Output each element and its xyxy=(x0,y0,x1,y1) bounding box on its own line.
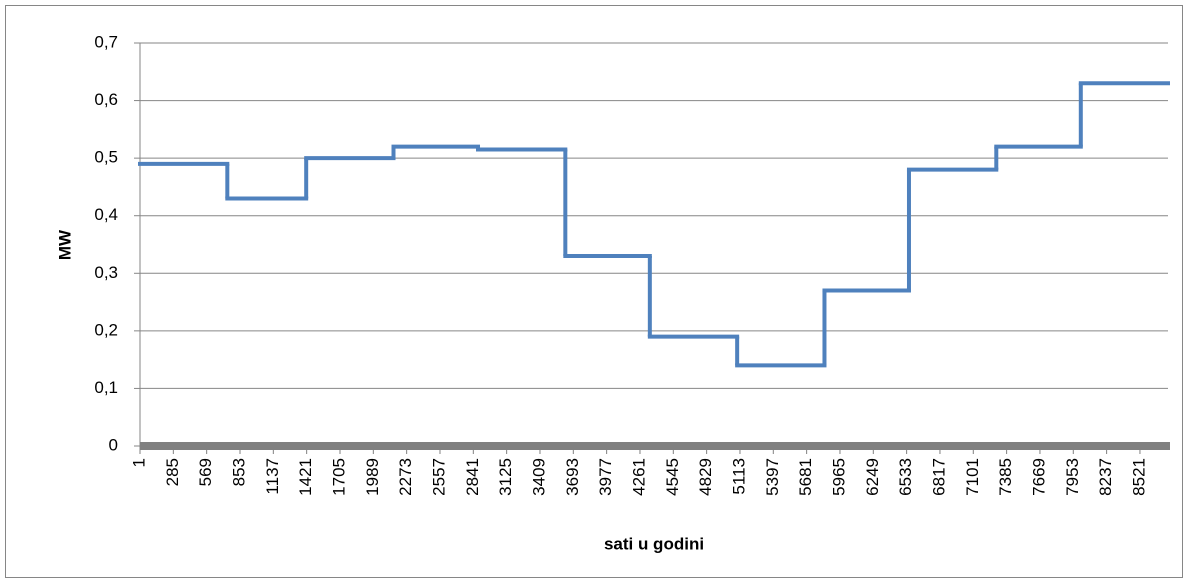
x-tick-label: 4545 xyxy=(663,458,682,496)
x-tick-label: 853 xyxy=(229,458,248,486)
x-tick-label: 2557 xyxy=(429,458,448,496)
y-axis-title: MW xyxy=(55,229,74,260)
x-tick-label: 5681 xyxy=(796,458,815,496)
x-tick-label: 1421 xyxy=(296,458,315,496)
x-tick-label: 5965 xyxy=(829,458,848,496)
x-axis-title: sati u godini xyxy=(604,534,704,553)
x-tick-label: 8237 xyxy=(1096,458,1115,496)
y-tick-label: 0,6 xyxy=(94,90,118,109)
x-tick-label: 3409 xyxy=(529,458,548,496)
x-tick-label: 2841 xyxy=(463,458,482,496)
x-tick-label: 3125 xyxy=(496,458,515,496)
y-tick-label: 0,1 xyxy=(94,378,118,397)
x-tick-label: 2273 xyxy=(396,458,415,496)
x-tick-label: 4829 xyxy=(696,458,715,496)
x-tick-label: 6533 xyxy=(896,458,915,496)
x-tick-label: 8521 xyxy=(1129,458,1148,496)
x-tick-label: 7101 xyxy=(963,458,982,496)
x-tick-label: 1989 xyxy=(363,458,382,496)
x-tick-label: 3693 xyxy=(563,458,582,496)
x-tick-label: 569 xyxy=(196,458,215,486)
y-tick-label: 0,2 xyxy=(94,320,118,339)
y-tick-label: 0 xyxy=(109,435,118,454)
y-tick-label: 0,3 xyxy=(94,263,118,282)
y-tick-label: 0,7 xyxy=(94,32,118,51)
x-tick-label: 7385 xyxy=(996,458,1015,496)
x-tick-label: 3977 xyxy=(596,458,615,496)
x-tick-label: 1705 xyxy=(329,458,348,496)
x-tick-label: 285 xyxy=(163,458,182,486)
x-tick-label: 1137 xyxy=(263,458,282,495)
x-tick-label: 7669 xyxy=(1029,458,1048,496)
y-tick-label: 0,4 xyxy=(94,205,118,224)
x-tick-label: 1 xyxy=(129,458,148,467)
y-tick-label: 0,5 xyxy=(94,148,118,167)
x-tick-label: 5113 xyxy=(729,458,748,495)
x-tick-label: 7953 xyxy=(1063,458,1082,496)
x-tick-label: 6249 xyxy=(863,458,882,496)
x-tick-label: 4261 xyxy=(629,458,648,496)
x-tick-label: 5397 xyxy=(763,458,782,496)
x-tick-label: 6817 xyxy=(929,458,948,496)
